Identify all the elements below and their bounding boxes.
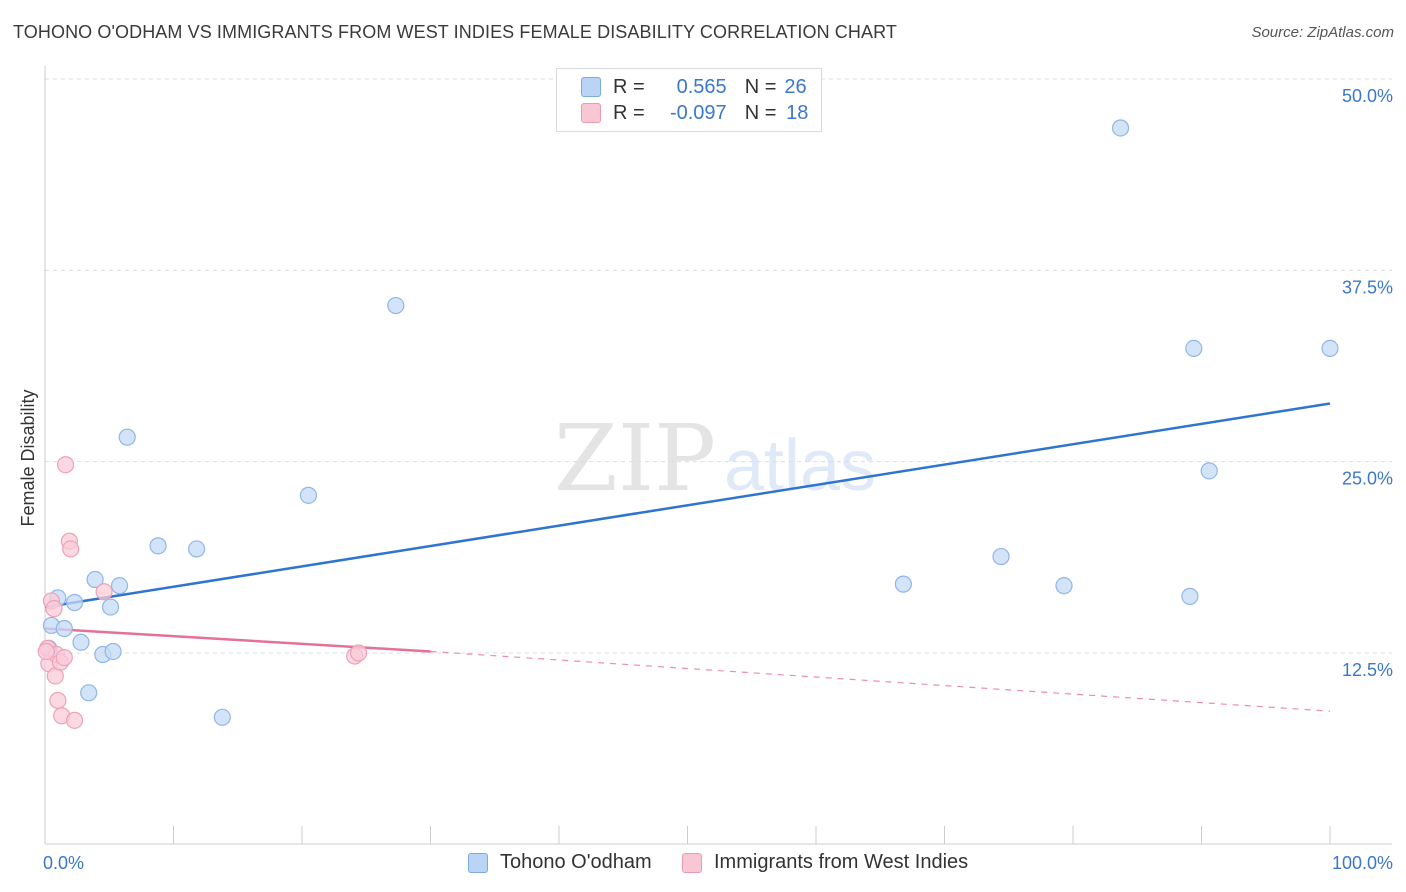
watermark-atlas: atlas: [724, 426, 876, 506]
west-indies-point: [49, 691, 67, 710]
tohono-point: [188, 540, 206, 558]
blue-swatch-icon: [468, 852, 488, 873]
r-label: R =: [613, 75, 645, 98]
y-tick-label: 12.5%: [1342, 660, 1393, 680]
tohono-point: [149, 537, 167, 555]
n-value: 18: [786, 101, 809, 124]
west-indies-point: [65, 711, 84, 729]
tohono-point: [894, 575, 912, 593]
watermark-zip: ZIP: [554, 405, 716, 512]
tohono-point: [1181, 587, 1199, 605]
tohono-trend-line: [44, 402, 1331, 609]
tohono-point: [72, 633, 90, 651]
west-indies-point: [37, 642, 55, 661]
west-indies-point: [95, 583, 113, 601]
legend-row-tohono: R = 0.565 N = 26: [581, 75, 807, 99]
tohono-point: [1055, 577, 1073, 595]
tohono-point: [1200, 462, 1218, 480]
x-tick-label: 100.0%: [1332, 853, 1393, 873]
legend-label: Tohono O'odham: [500, 851, 652, 873]
r-value: -0.097: [669, 101, 727, 124]
blue-swatch-icon: [581, 77, 601, 97]
west-indies-trend-line: [44, 627, 431, 653]
r-value: 0.565: [676, 75, 727, 98]
tohono-point: [992, 547, 1010, 566]
chart-title: TOHONO O'ODHAM VS IMMIGRANTS FROM WEST I…: [13, 22, 897, 42]
tohono-point: [65, 593, 84, 612]
n-value: 26: [784, 75, 807, 98]
tohono-point: [1321, 339, 1339, 357]
grid-layer: [45, 78, 1392, 654]
correlation-legend: R = 0.565 N = 26 R = -0.097 N = 18: [556, 68, 822, 132]
y-axis-label: Female Disability: [18, 389, 38, 526]
y-tick-label: 50.0%: [1342, 86, 1393, 106]
tohono-point: [387, 296, 405, 315]
n-label: N =: [744, 75, 777, 98]
legend-row-west-indies: R = -0.097 N = 18: [581, 101, 808, 125]
west-indies-point: [62, 540, 80, 558]
legend-item-west-indies: Immigrants from West Indies: [682, 851, 968, 874]
point-layer: [37, 119, 1339, 729]
tohono-point: [118, 428, 136, 446]
tohono-point: [86, 570, 104, 589]
tohono-point: [213, 708, 231, 726]
label-layer: 12.5% 25.0% 37.5% 50.0% 0.0% 100.0% Female Dis…: [18, 86, 1393, 873]
legend-item-tohono: Tohono O'odham: [468, 851, 652, 874]
y-tick-label: 37.5%: [1342, 277, 1393, 297]
tohono-point: [55, 619, 73, 638]
legend-label: Immigrants from West Indies: [714, 851, 969, 873]
tohono-point: [80, 684, 98, 702]
y-tick-label: 25.0%: [1342, 469, 1393, 489]
pink-swatch-icon: [581, 103, 601, 123]
tohono-point: [1111, 119, 1130, 137]
tohono-point: [104, 642, 122, 661]
tohono-point: [101, 598, 120, 616]
west-indies-point: [55, 648, 73, 667]
west-indies-trend-extension: [430, 650, 1331, 712]
tohono-point: [299, 486, 318, 504]
tohono-point: [1185, 339, 1203, 357]
tohono-point: [110, 577, 129, 595]
west-indies-point: [45, 600, 63, 618]
x-tick-label: 0.0%: [43, 853, 84, 873]
west-indies-point: [349, 644, 368, 662]
pink-swatch-icon: [682, 852, 702, 873]
r-label: R =: [613, 101, 645, 124]
axis-layer: [44, 66, 1392, 845]
west-indies-point: [56, 456, 75, 474]
source-label: Source: ZipAtlas.com: [1251, 24, 1394, 41]
trend-layer: [44, 402, 1331, 712]
n-label: N =: [744, 101, 777, 124]
